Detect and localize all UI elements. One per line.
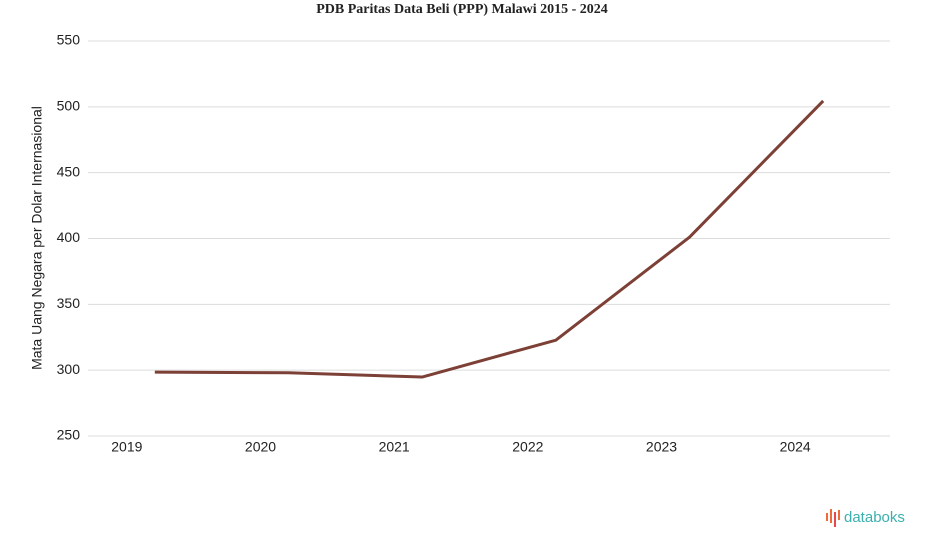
y-axis-label: Mata Uang Negara per Dolar Internasional	[29, 106, 45, 370]
line-series	[154, 99, 825, 379]
y-tick-label: 350	[57, 295, 81, 311]
y-tick-label: 400	[57, 229, 81, 245]
x-tick-label: 2024	[780, 439, 811, 455]
x-tick-label: 2022	[512, 439, 543, 455]
x-tick-label: 2023	[646, 439, 677, 455]
x-tick-label: 2019	[111, 439, 142, 455]
y-tick-label: 450	[57, 163, 81, 179]
y-tick-label: 550	[57, 32, 81, 48]
y-tick-label: 250	[57, 427, 81, 443]
x-tick-label: 2021	[379, 439, 410, 455]
chart-title: PDB Paritas Data Beli (PPP) Malawi 2015 …	[316, 2, 608, 17]
y-tick-label: 500	[57, 98, 81, 114]
logo: databoks	[826, 509, 905, 527]
x-tick-label: 2020	[245, 439, 276, 455]
y-tick-label: 300	[57, 361, 81, 377]
brand: databoks	[844, 509, 905, 526]
